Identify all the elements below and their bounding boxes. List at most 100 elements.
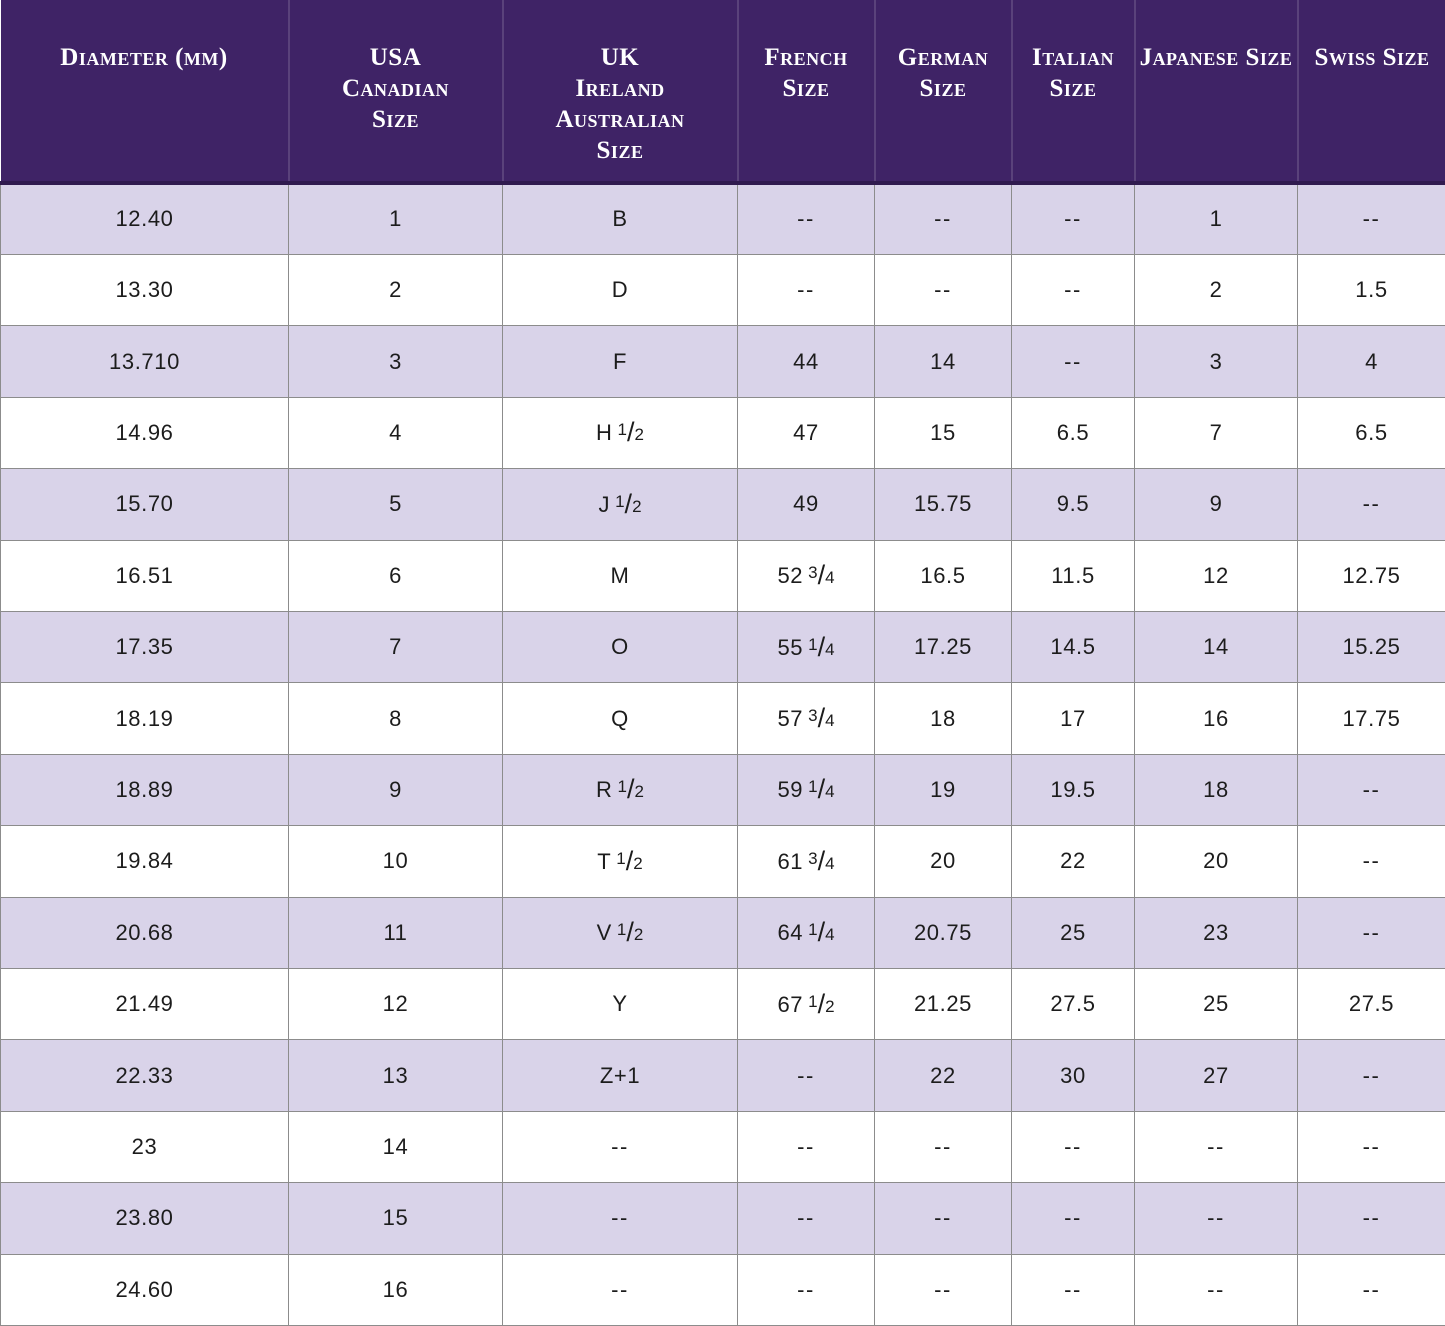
cell-japanese: 23 (1134, 896, 1298, 969)
cell-usa-canadian: 2 (288, 253, 503, 327)
table-row: 18.19 8 Q 57 3/4 18 17 16 17.75 (0, 682, 1445, 755)
cell-diameter: 20.68 (0, 896, 289, 969)
cell-swiss: -- (1297, 1039, 1445, 1112)
header-label: Size (1049, 75, 1097, 102)
header-label: Australian (555, 106, 685, 133)
cell-italian: 19.5 (1011, 753, 1135, 827)
cell-swiss: 1.5 (1297, 253, 1445, 327)
cell-japanese: 3 (1134, 325, 1298, 398)
cell-diameter: 15.70 (0, 468, 289, 541)
cell-uk-ireland-australian: Z+1 (502, 1039, 738, 1112)
cell-usa-canadian: 14 (288, 1110, 503, 1184)
cell-french: 47 (737, 396, 875, 470)
cell-japanese: 16 (1134, 682, 1298, 755)
cell-usa-canadian: 10 (288, 825, 503, 898)
cell-uk-ireland-australian: -- (502, 1253, 738, 1326)
cell-french: -- (737, 182, 875, 255)
cell-diameter: 22.33 (0, 1039, 289, 1112)
table-row: 12.40 1 B -- -- -- 1 -- (0, 182, 1445, 255)
cell-diameter: 14.96 (0, 396, 289, 470)
cell-uk-ireland-australian: F (502, 325, 738, 398)
table-row: 16.51 6 M 52 3/4 16.5 11.5 12 12.75 (0, 539, 1445, 612)
cell-italian: 11.5 (1011, 539, 1135, 612)
header-label: Canadian (341, 75, 450, 102)
cell-german: -- (874, 1110, 1012, 1184)
cell-diameter: 19.84 (0, 825, 289, 898)
cell-swiss: -- (1297, 896, 1445, 969)
cell-french: 44 (737, 325, 875, 398)
cell-french: 64 1/4 (737, 896, 875, 969)
cell-japanese: -- (1134, 1182, 1298, 1255)
cell-usa-canadian: 4 (288, 396, 503, 470)
cell-uk-ireland-australian: -- (502, 1182, 738, 1255)
cell-italian: 25 (1011, 896, 1135, 969)
table-row: 21.49 12 Y 67 1/2 21.25 27.5 25 27.5 (0, 967, 1445, 1041)
header-cell-french: French Size (737, 0, 876, 185)
table-row: 13.710 3 F 44 14 -- 3 4 (0, 325, 1445, 398)
table-row: 18.89 9 R 1/2 59 1/4 19 19.5 18 -- (0, 753, 1445, 827)
cell-usa-canadian: 13 (288, 1039, 503, 1112)
header-cell-usa-canadian: USA Canadian Size (288, 0, 504, 185)
cell-italian: 27.5 (1011, 967, 1135, 1041)
cell-swiss: 12.75 (1297, 539, 1445, 612)
cell-french: 59 1/4 (737, 753, 875, 827)
cell-german: 16.5 (874, 539, 1012, 612)
cell-french: -- (737, 1039, 875, 1112)
cell-usa-canadian: 9 (288, 753, 503, 827)
table-row: 17.35 7 O 55 1/4 17.25 14.5 14 15.25 (0, 610, 1445, 684)
header-label: Diameter (mm) (60, 44, 228, 71)
cell-uk-ireland-australian: Q (502, 682, 738, 755)
table-row: 13.30 2 D -- -- -- 2 1.5 (0, 253, 1445, 327)
cell-german: -- (874, 182, 1012, 255)
cell-french: 55 1/4 (737, 610, 875, 684)
header-label: Italian (1032, 44, 1114, 71)
header-row: Diameter (mm) USA Canadian Size UK Ireland Aus… (0, 0, 1445, 185)
cell-japanese: 27 (1134, 1039, 1298, 1112)
cell-italian: 9.5 (1011, 468, 1135, 541)
cell-diameter: 12.40 (0, 182, 289, 255)
table-row: 23 14 -- -- -- -- -- -- (0, 1110, 1445, 1184)
cell-swiss: -- (1297, 182, 1445, 255)
table-row: 19.84 10 T 1/2 61 3/4 20 22 20 -- (0, 825, 1445, 898)
cell-german: 15 (874, 396, 1012, 470)
cell-diameter: 16.51 (0, 539, 289, 612)
cell-swiss: -- (1297, 825, 1445, 898)
cell-german: -- (874, 1182, 1012, 1255)
cell-french: -- (737, 1110, 875, 1184)
cell-japanese: 25 (1134, 967, 1298, 1041)
cell-diameter: 23 (0, 1110, 289, 1184)
header-label: Size (782, 75, 830, 102)
cell-usa-canadian: 1 (288, 182, 503, 255)
cell-italian: 17 (1011, 682, 1135, 755)
cell-german: 19 (874, 753, 1012, 827)
cell-german: -- (874, 253, 1012, 327)
header-label: UK (600, 44, 640, 71)
header-label: Size (596, 137, 644, 164)
header-label: German (897, 44, 989, 71)
cell-french: -- (737, 1253, 875, 1326)
cell-italian: 14.5 (1011, 610, 1135, 684)
cell-uk-ireland-australian: B (502, 182, 738, 255)
header-cell-german: German Size (874, 0, 1013, 185)
cell-diameter: 21.49 (0, 967, 289, 1041)
header-cell-italian: Italian Size (1011, 0, 1136, 185)
cell-japanese: 12 (1134, 539, 1298, 612)
cell-usa-canadian: 5 (288, 468, 503, 541)
cell-french: 49 (737, 468, 875, 541)
cell-japanese: 7 (1134, 396, 1298, 470)
cell-french: 61 3/4 (737, 825, 875, 898)
cell-german: 14 (874, 325, 1012, 398)
cell-japanese: -- (1134, 1253, 1298, 1326)
cell-german: 17.25 (874, 610, 1012, 684)
cell-swiss: -- (1297, 468, 1445, 541)
cell-italian: -- (1011, 1182, 1135, 1255)
cell-diameter: 18.89 (0, 753, 289, 827)
cell-italian: 22 (1011, 825, 1135, 898)
cell-italian: -- (1011, 182, 1135, 255)
cell-swiss: 6.5 (1297, 396, 1445, 470)
cell-uk-ireland-australian: -- (502, 1110, 738, 1184)
cell-usa-canadian: 7 (288, 610, 503, 684)
cell-diameter: 24.60 (0, 1253, 289, 1326)
cell-usa-canadian: 6 (288, 539, 503, 612)
header-label: Ireland (575, 75, 665, 102)
